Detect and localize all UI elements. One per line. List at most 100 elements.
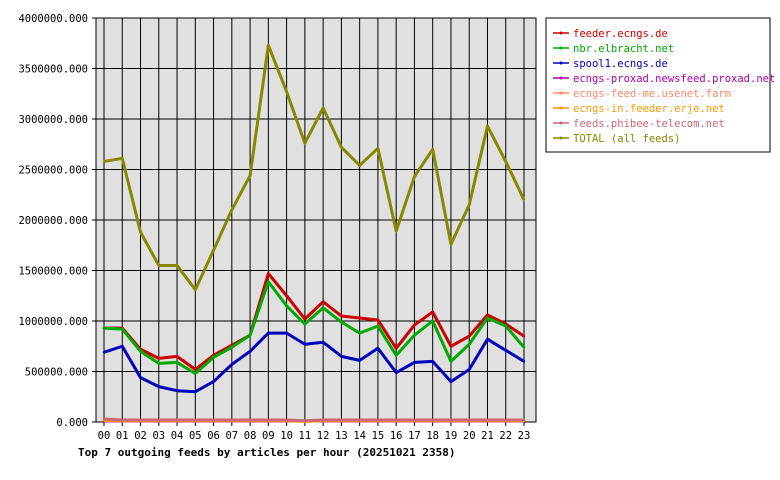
data-point <box>157 357 160 360</box>
data-point <box>303 142 307 145</box>
data-point <box>486 124 489 128</box>
legend-marker <box>559 91 563 95</box>
data-point <box>321 306 325 310</box>
data-point <box>303 419 307 422</box>
data-point <box>212 418 215 422</box>
data-point <box>230 208 234 212</box>
data-point <box>102 417 106 421</box>
data-point <box>230 363 234 366</box>
data-point <box>358 331 361 335</box>
data-point <box>413 361 416 364</box>
data-point <box>139 350 142 353</box>
legend-label: ecngs-proxad.newsfeed.proxad.net <box>573 73 775 85</box>
data-point <box>102 326 106 330</box>
data-point <box>431 310 434 314</box>
legend-item: ecngs-feed-me.usenet.farm <box>553 88 731 100</box>
data-point <box>175 355 179 358</box>
x-tick-label: 17 <box>408 430 421 442</box>
data-point <box>175 418 179 422</box>
legend-item: feeds.phibee-telecom.net <box>553 118 725 130</box>
legend-item: TOTAL (all feeds) <box>553 133 680 145</box>
data-point <box>522 198 526 201</box>
data-point <box>486 316 489 320</box>
data-point <box>449 380 453 383</box>
x-tick-label: 12 <box>317 430 330 442</box>
data-point <box>468 368 471 371</box>
data-point <box>303 317 307 321</box>
data-point <box>376 324 380 328</box>
data-point <box>449 243 453 246</box>
data-point <box>413 333 416 337</box>
x-tick-label: 04 <box>171 430 184 442</box>
y-tick-label: 1500000.000 <box>18 266 88 278</box>
data-point <box>486 337 489 341</box>
x-tick-label: 23 <box>518 430 531 442</box>
data-point <box>121 345 124 348</box>
data-point <box>321 341 325 344</box>
data-point <box>248 333 252 337</box>
data-point <box>139 376 142 379</box>
data-point <box>230 418 234 422</box>
data-point <box>102 160 106 163</box>
data-point <box>194 418 197 422</box>
x-tick-label: 14 <box>353 430 366 442</box>
x-tick-label: 21 <box>481 430 494 442</box>
data-point <box>267 331 270 335</box>
data-point <box>157 385 160 388</box>
y-tick-label: 2500000.000 <box>18 165 88 177</box>
data-point <box>449 360 453 363</box>
x-tick-label: 19 <box>445 430 458 442</box>
legend-marker <box>559 106 563 110</box>
data-point <box>121 157 124 160</box>
data-point <box>468 418 471 422</box>
x-tick-label: 00 <box>98 430 111 442</box>
data-point <box>522 418 526 422</box>
legend-label: spool1.ecngs.de <box>573 58 668 70</box>
data-point <box>157 362 160 365</box>
data-point <box>175 389 179 392</box>
data-point <box>267 280 270 283</box>
data-point <box>413 323 416 327</box>
data-point <box>285 331 288 335</box>
series-line <box>103 43 526 292</box>
series-line <box>103 280 526 376</box>
data-point <box>285 304 288 308</box>
data-point <box>340 355 343 358</box>
legend-label: feeds.phibee-telecom.net <box>573 118 725 130</box>
data-point <box>358 316 361 320</box>
data-point <box>267 272 270 275</box>
data-point <box>468 343 471 346</box>
data-point <box>431 319 434 323</box>
x-tick-label: 01 <box>116 430 129 442</box>
data-point <box>194 288 197 291</box>
x-tick-label: 16 <box>390 430 403 442</box>
legend-label: nbr.elbracht.net <box>573 43 674 55</box>
data-point <box>212 380 215 383</box>
data-point <box>303 322 307 326</box>
data-point <box>267 418 270 422</box>
legend-box <box>545 17 771 153</box>
data-point <box>413 175 416 178</box>
data-point <box>504 349 507 352</box>
legend-label: ecngs-in.feeder.erje.net <box>573 103 725 115</box>
data-point <box>340 146 343 149</box>
data-point <box>394 418 398 422</box>
legend-item: nbr.elbracht.net <box>553 43 674 55</box>
data-point <box>340 314 343 318</box>
data-point <box>121 327 124 331</box>
data-point <box>394 371 398 374</box>
data-point <box>303 343 307 346</box>
legend-label: TOTAL (all feeds) <box>573 133 680 145</box>
series-spool1-ecngs-de <box>102 331 526 394</box>
x-tick-label: 07 <box>225 430 238 442</box>
data-point <box>157 264 160 267</box>
series-total-all-feeds <box>102 43 526 292</box>
data-point <box>394 347 398 350</box>
series-line <box>104 272 525 371</box>
data-point <box>504 160 507 163</box>
y-tick-label: 500000.000 <box>25 367 88 379</box>
data-point <box>413 418 416 422</box>
data-point <box>522 346 526 349</box>
data-point <box>321 106 325 110</box>
